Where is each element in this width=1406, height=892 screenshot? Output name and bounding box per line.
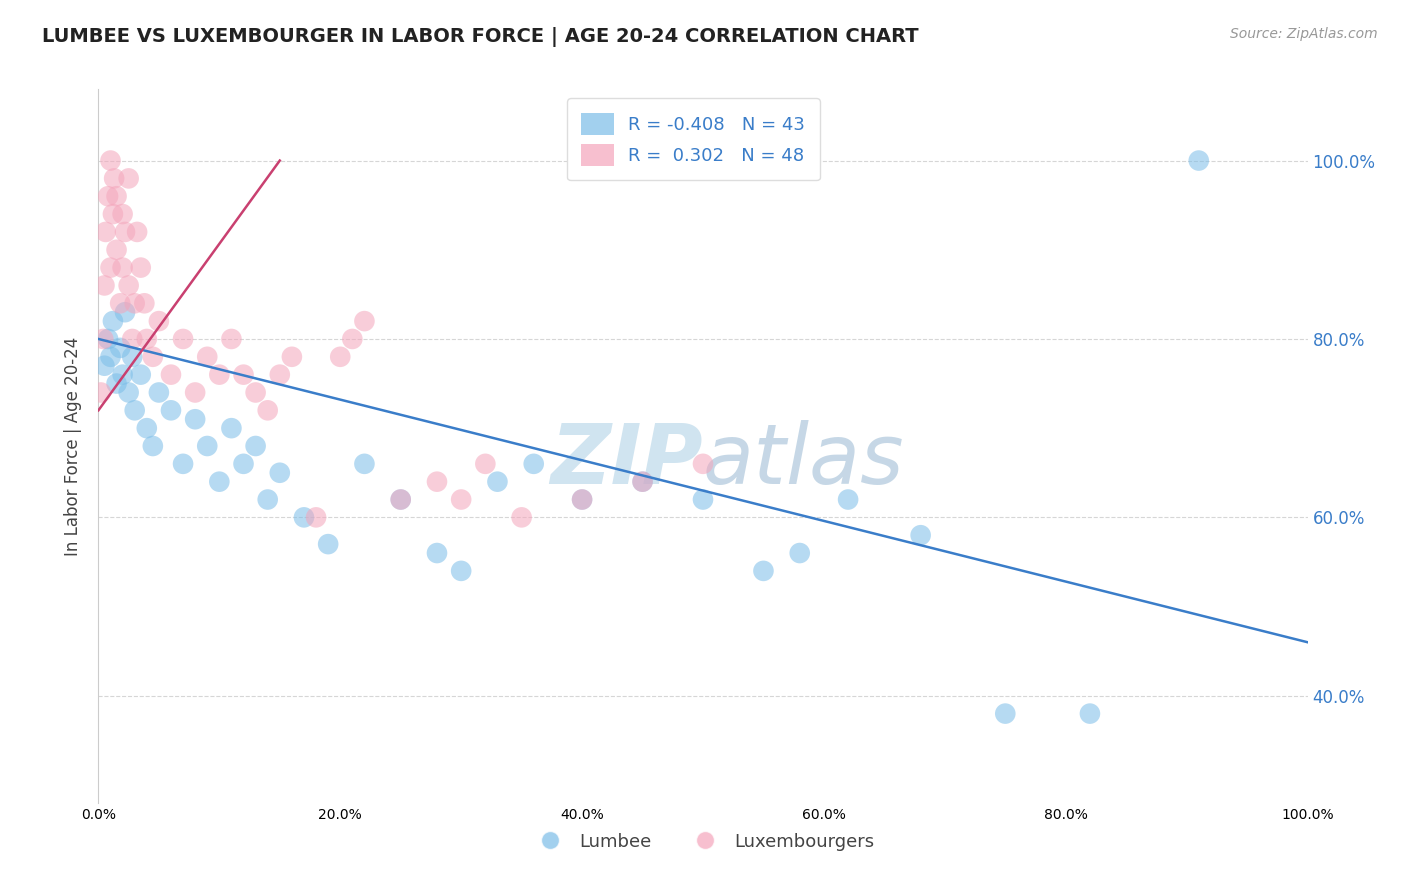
Point: [631, 475, 654, 489]
Point: [114, 305, 136, 319]
Point: [269, 466, 291, 480]
Point: [111, 260, 134, 275]
Point: [135, 421, 157, 435]
Legend: Lumbee, Luxembourgers: Lumbee, Luxembourgers: [524, 826, 882, 858]
Point: [256, 403, 278, 417]
Point: [160, 368, 183, 382]
Point: [450, 492, 472, 507]
Point: [837, 492, 859, 507]
Point: [426, 475, 449, 489]
Point: [426, 546, 449, 560]
Point: [221, 421, 243, 435]
Point: [510, 510, 533, 524]
Point: [910, 528, 932, 542]
Point: [172, 332, 194, 346]
Point: [474, 457, 496, 471]
Point: [994, 706, 1017, 721]
Point: [105, 376, 128, 391]
Point: [221, 332, 243, 346]
Text: Source: ZipAtlas.com: Source: ZipAtlas.com: [1230, 27, 1378, 41]
Point: [111, 207, 134, 221]
Point: [91, 332, 114, 346]
Point: [172, 457, 194, 471]
Point: [789, 546, 811, 560]
Point: [114, 225, 136, 239]
Point: [523, 457, 546, 471]
Point: [571, 492, 593, 507]
Point: [127, 225, 149, 239]
Point: [232, 457, 254, 471]
Point: [160, 403, 183, 417]
Y-axis label: In Labor Force | Age 20-24: In Labor Force | Age 20-24: [65, 336, 83, 556]
Point: [100, 260, 122, 275]
Point: [121, 350, 143, 364]
Point: [148, 385, 170, 400]
Point: [692, 492, 714, 507]
Point: [342, 332, 364, 346]
Point: [353, 457, 375, 471]
Point: [97, 332, 120, 346]
Point: [101, 314, 124, 328]
Point: [631, 475, 654, 489]
Point: [97, 189, 120, 203]
Point: [208, 368, 231, 382]
Point: [184, 385, 207, 400]
Point: [103, 171, 125, 186]
Point: [100, 153, 122, 168]
Point: [752, 564, 775, 578]
Point: [118, 385, 141, 400]
Point: [100, 350, 122, 364]
Point: [184, 412, 207, 426]
Point: [329, 350, 352, 364]
Point: [111, 368, 134, 382]
Text: LUMBEE VS LUXEMBOURGER IN LABOR FORCE | AGE 20-24 CORRELATION CHART: LUMBEE VS LUXEMBOURGER IN LABOR FORCE | …: [42, 27, 918, 46]
Point: [281, 350, 304, 364]
Point: [93, 359, 115, 373]
Point: [245, 439, 267, 453]
Point: [94, 225, 117, 239]
Point: [105, 243, 128, 257]
Point: [142, 350, 165, 364]
Point: [93, 278, 115, 293]
Point: [389, 492, 412, 507]
Point: [101, 207, 124, 221]
Point: [134, 296, 156, 310]
Point: [316, 537, 339, 551]
Point: [108, 341, 131, 355]
Point: [256, 492, 278, 507]
Point: [389, 492, 412, 507]
Point: [195, 350, 218, 364]
Point: [135, 332, 157, 346]
Point: [208, 475, 231, 489]
Point: [692, 457, 714, 471]
Point: [121, 332, 143, 346]
Point: [1188, 153, 1211, 168]
Point: [353, 314, 375, 328]
Point: [486, 475, 509, 489]
Text: ZIP: ZIP: [550, 420, 703, 500]
Point: [148, 314, 170, 328]
Point: [90, 385, 112, 400]
Point: [245, 385, 267, 400]
Point: [129, 368, 152, 382]
Point: [129, 260, 152, 275]
Point: [450, 564, 472, 578]
Point: [108, 296, 131, 310]
Point: [105, 189, 128, 203]
Point: [118, 171, 141, 186]
Text: atlas: atlas: [703, 420, 904, 500]
Point: [124, 403, 146, 417]
Point: [195, 439, 218, 453]
Point: [124, 296, 146, 310]
Point: [305, 510, 328, 524]
Point: [118, 278, 141, 293]
Point: [292, 510, 315, 524]
Point: [269, 368, 291, 382]
Point: [232, 368, 254, 382]
Point: [142, 439, 165, 453]
Point: [571, 492, 593, 507]
Point: [1078, 706, 1101, 721]
